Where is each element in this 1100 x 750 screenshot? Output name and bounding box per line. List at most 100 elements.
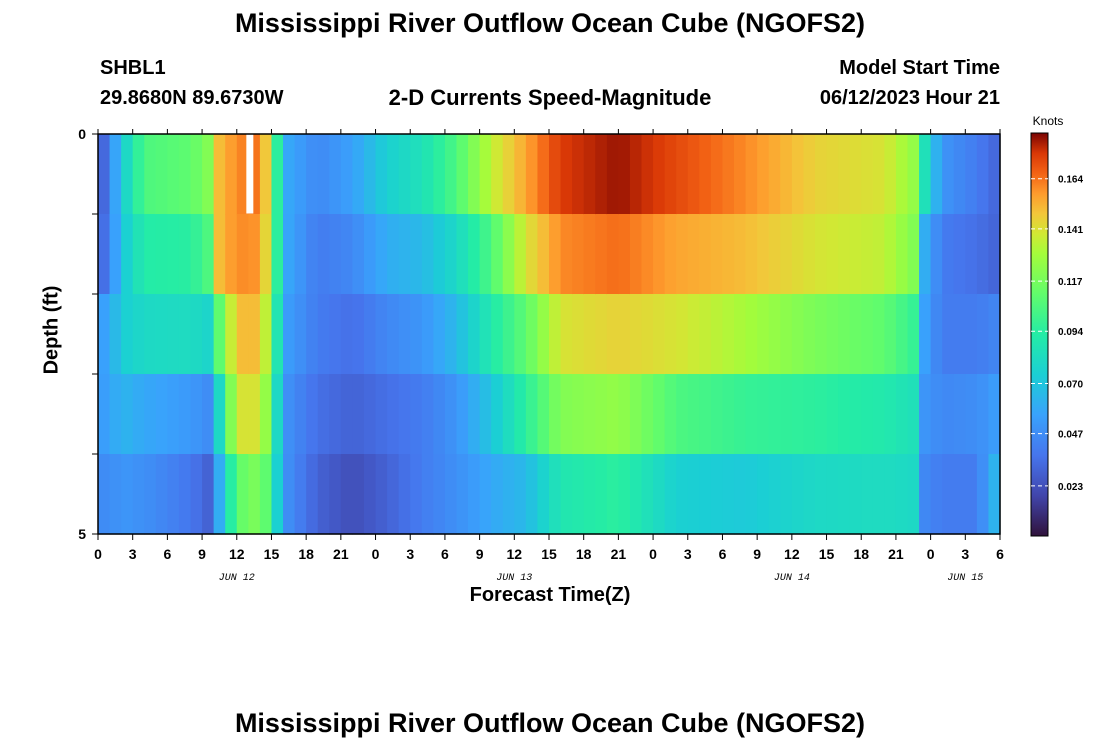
heatmap-cell <box>872 454 885 535</box>
heatmap-cell <box>213 134 226 215</box>
heatmap-cell <box>387 454 400 535</box>
heatmap-cell <box>919 454 932 535</box>
heatmap-cell <box>144 134 157 215</box>
heatmap-cell <box>664 454 677 535</box>
heatmap-cell <box>178 374 192 455</box>
heatmap-cell <box>606 134 619 215</box>
heatmap-cell <box>352 214 365 295</box>
heatmap-cell <box>109 294 122 375</box>
heatmap-cell <box>456 454 469 535</box>
heatmap-cell <box>791 454 805 535</box>
heatmap-cell <box>884 134 897 215</box>
heatmap-cell <box>433 294 446 375</box>
heatmap-cell <box>826 454 839 535</box>
heatmap-cell <box>745 214 758 295</box>
x-tick-label: 12 <box>784 546 800 562</box>
heatmap-cell <box>861 214 874 295</box>
heatmap-cells <box>98 134 1001 535</box>
heatmap-cell <box>618 294 631 375</box>
heatmap-cell <box>699 294 712 375</box>
x-axis: 0 3 6 9 12 15 18 21 0 3 6 9 12 15 18 21 0 3 6 9 12 15 18 21 0 3 6 J… <box>94 129 1004 584</box>
x-tick-label: 3 <box>961 546 969 562</box>
heatmap-cell <box>190 214 203 295</box>
heatmap-cell <box>155 214 168 295</box>
heatmap-cell <box>572 214 585 295</box>
x-tick-label: 6 <box>719 546 727 562</box>
heatmap-cell <box>606 374 619 455</box>
heatmap-cell <box>942 134 955 215</box>
heatmap-cell <box>259 374 273 455</box>
heatmap-cell <box>814 294 828 375</box>
heatmap-cell <box>190 294 203 375</box>
x-tick-label: 18 <box>853 546 869 562</box>
heatmap-cell <box>560 374 573 455</box>
heatmap-cell <box>387 134 400 215</box>
heatmap-cell <box>525 134 539 215</box>
heatmap-cell <box>294 134 307 215</box>
heatmap-cell <box>225 214 238 295</box>
heatmap-cell <box>976 374 990 455</box>
heatmap-cell <box>768 454 781 535</box>
x-date-label: JUN 12 <box>219 573 255 584</box>
heatmap-cell <box>653 374 666 455</box>
heatmap-cell <box>953 214 966 295</box>
heatmap-cell <box>340 374 354 455</box>
heatmap-cell <box>606 294 619 375</box>
x-tick-label: 12 <box>229 546 245 562</box>
heatmap-cell <box>502 294 515 375</box>
heatmap-cell <box>791 214 805 295</box>
colorbar-tick-label: 0.164 <box>1058 175 1083 186</box>
heatmap-cell <box>525 374 539 455</box>
heatmap-cell <box>537 214 550 295</box>
heatmap-cell <box>757 134 770 215</box>
heatmap-cell <box>572 374 585 455</box>
heatmap-cell <box>734 374 747 455</box>
heatmap-cell <box>456 374 469 455</box>
heatmap-cell <box>271 294 284 375</box>
heatmap-cell <box>560 214 573 295</box>
heatmap-cell <box>283 214 296 295</box>
x-tick-label: 3 <box>129 546 137 562</box>
heatmap-cell <box>549 294 562 375</box>
heatmap-cell <box>861 134 874 215</box>
heatmap-cell <box>641 374 654 455</box>
heatmap-cell <box>780 294 793 375</box>
heatmap-cell <box>167 294 180 375</box>
heatmap-cell <box>398 454 411 535</box>
heatmap-cell <box>271 134 284 215</box>
heatmap-cell <box>144 294 157 375</box>
colorbar-tick-label: 0.070 <box>1058 380 1083 391</box>
heatmap-cell <box>757 454 770 535</box>
heatmap-cell <box>942 214 955 295</box>
heatmap-cell <box>259 294 273 375</box>
heatmap-cell <box>976 294 990 375</box>
heatmap-cell <box>479 214 492 295</box>
heatmap-cell <box>838 134 851 215</box>
heatmap-cell <box>768 134 781 215</box>
heatmap-cell <box>826 134 839 215</box>
heatmap-cell <box>710 454 724 535</box>
heatmap-cell <box>167 454 180 535</box>
heatmap-cell <box>421 454 434 535</box>
heatmap-cell <box>236 214 249 295</box>
heatmap-cell <box>537 454 550 535</box>
heatmap-cell <box>236 454 249 535</box>
heatmap-cell <box>988 454 1001 535</box>
heatmap-cell <box>664 214 677 295</box>
heatmap-cell <box>98 454 111 535</box>
heatmap-cell <box>225 134 238 215</box>
colorbar-tick-label: 0.047 <box>1058 430 1083 441</box>
heatmap-cell <box>178 214 192 295</box>
heatmap-cell <box>340 214 354 295</box>
heatmap-cell <box>814 134 828 215</box>
heatmap-cell <box>456 134 469 215</box>
heatmap-cell <box>317 294 330 375</box>
heatmap-cell <box>745 134 758 215</box>
footer-title: Mississippi River Outflow Ocean Cube (NG… <box>234 708 866 738</box>
heatmap-cell <box>849 454 862 535</box>
colorbar-tick-label: 0.023 <box>1058 482 1083 493</box>
heatmap-cell <box>861 294 874 375</box>
x-tick-label: 15 <box>819 546 835 562</box>
heatmap-cell <box>907 454 920 535</box>
heatmap-cell <box>363 454 377 535</box>
